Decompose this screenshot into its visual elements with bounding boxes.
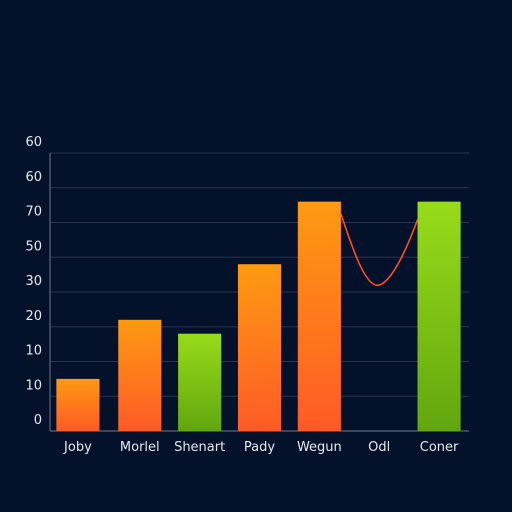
x-category-label: Morlel bbox=[120, 440, 160, 455]
y-tick-label: 10 bbox=[25, 378, 42, 393]
y-tick-label: 30 bbox=[25, 274, 42, 289]
bar-coner bbox=[417, 201, 461, 431]
y-tick-label: 10 bbox=[25, 344, 42, 359]
curve-layer bbox=[340, 213, 419, 286]
y-axis-ticks: 0 10 10 20 30 50 70 60 60 bbox=[25, 135, 42, 428]
bar-pady bbox=[237, 264, 282, 431]
x-category-label: Joby bbox=[63, 440, 92, 455]
bar-morlel bbox=[118, 319, 162, 431]
x-category-label: Wegun bbox=[297, 440, 342, 455]
trend-curve bbox=[340, 213, 419, 286]
x-category-label: Shenart bbox=[174, 440, 225, 455]
y-tick-label: 50 bbox=[25, 239, 42, 254]
x-category-label: Coner bbox=[420, 440, 459, 455]
y-tick-label: 20 bbox=[25, 309, 42, 324]
y-tick-label: 60 bbox=[25, 135, 42, 150]
bar-wegun bbox=[297, 201, 341, 431]
bars bbox=[56, 201, 461, 431]
y-tick-label: 0 bbox=[34, 413, 42, 428]
y-tick-label: 70 bbox=[25, 205, 42, 220]
bar-shenart bbox=[178, 333, 222, 431]
x-category-label: Pady bbox=[244, 440, 275, 455]
x-category-label: Odl bbox=[368, 440, 390, 455]
bar-joby bbox=[56, 378, 100, 431]
x-axis-labels: Joby Morlel Shenart Pady Wegun Odl Coner bbox=[63, 440, 459, 455]
y-tick-label: 60 bbox=[25, 170, 42, 185]
